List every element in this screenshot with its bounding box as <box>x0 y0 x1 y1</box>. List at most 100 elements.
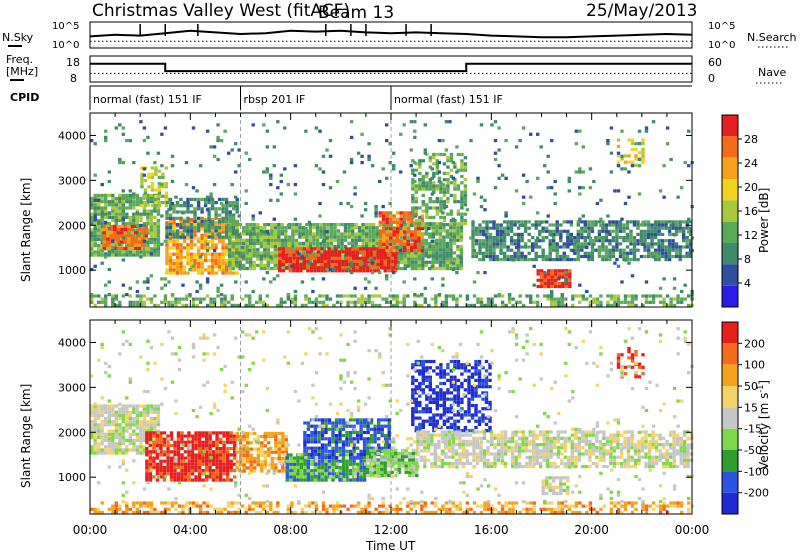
heatmap-cell <box>265 170 269 174</box>
heatmap-cell <box>502 226 507 230</box>
heatmap-cell <box>667 229 672 233</box>
heatmap-cell <box>121 193 125 197</box>
heatmap-cell <box>125 200 129 204</box>
heatmap-cell <box>689 239 693 243</box>
heatmap-cell <box>414 206 418 210</box>
heatmap-cell <box>307 261 312 265</box>
heatmap-cell <box>237 303 241 307</box>
heatmap-cell <box>435 159 439 163</box>
heatmap-cell <box>207 265 211 269</box>
heatmap-cell <box>194 447 198 451</box>
heatmap-cell <box>215 472 219 476</box>
heatmap-cell <box>497 164 501 168</box>
heatmap-cell <box>410 236 414 240</box>
heatmap-cell <box>295 269 300 273</box>
heatmap-cell <box>435 165 439 169</box>
heatmap-cell <box>360 214 364 218</box>
heatmap-cell <box>364 226 369 230</box>
heatmap-cell <box>439 200 443 204</box>
heatmap-cell <box>298 229 302 233</box>
heatmap-cell <box>629 232 633 236</box>
heatmap-cell <box>330 250 335 254</box>
heatmap-cell <box>667 248 672 252</box>
heatmap-cell <box>343 238 348 242</box>
heatmap-cell <box>561 284 565 289</box>
heatmap-cell <box>449 159 454 163</box>
heatmap-cell <box>418 187 422 191</box>
heatmap-cell <box>258 297 262 301</box>
heatmap-cell <box>302 259 307 263</box>
heatmap-cell <box>536 284 540 289</box>
heatmap-cell <box>97 228 101 232</box>
heatmap-cell <box>441 277 445 281</box>
heatmap-cell <box>183 440 188 444</box>
heatmap-cell <box>376 266 380 270</box>
heatmap-cell <box>295 247 300 251</box>
heatmap-cell <box>424 241 428 245</box>
heatmap-cell <box>281 450 285 454</box>
heatmap-cell <box>382 236 386 240</box>
heatmap-cell <box>402 294 406 298</box>
heatmap-cell <box>456 229 460 233</box>
freq-label-line1: Freq. <box>6 53 33 66</box>
heatmap-cell <box>153 303 157 307</box>
heatmap-cell <box>492 239 496 243</box>
heatmap-cell <box>168 271 173 275</box>
heatmap-cell <box>104 139 108 143</box>
heatmap-cell <box>353 300 357 304</box>
heatmap-cell <box>534 223 538 227</box>
heatmap-cell <box>653 248 658 252</box>
heatmap-cell <box>368 226 372 230</box>
heatmap-cell <box>370 271 375 275</box>
heatmap-cell <box>175 246 180 250</box>
heatmap-cell <box>217 224 222 228</box>
heatmap-cell <box>169 478 174 482</box>
heatmap-cell <box>100 261 104 265</box>
heatmap-cell <box>252 235 256 239</box>
heatmap-cell <box>174 195 178 199</box>
heatmap-cell <box>425 174 429 179</box>
heatmap-cell <box>134 237 138 241</box>
heatmap-cell <box>228 204 232 208</box>
heatmap-cell <box>364 235 369 239</box>
heatmap-cell <box>132 442 136 446</box>
heatmap-cell <box>249 226 253 230</box>
heatmap-cell <box>442 257 446 261</box>
heatmap-cell <box>233 462 237 466</box>
heatmap-cell <box>320 266 324 270</box>
heatmap-cell <box>339 201 343 206</box>
heatmap-cell <box>532 300 536 304</box>
heatmap-cell <box>249 263 253 267</box>
heatmap-cell <box>106 231 110 235</box>
heatmap-cell <box>234 195 238 199</box>
heatmap-cell <box>308 241 313 245</box>
heatmap-cell <box>222 462 226 466</box>
heatmap-cell <box>283 300 287 304</box>
heatmap-cell <box>263 431 267 435</box>
heatmap-cell <box>135 294 140 298</box>
heatmap-cell <box>478 229 482 233</box>
heatmap-cell <box>312 241 316 245</box>
heatmap-cell <box>618 220 623 224</box>
heatmap-cell <box>186 224 190 228</box>
heatmap-cell <box>90 240 94 245</box>
heatmap-cell <box>305 229 309 233</box>
heatmap-cell <box>249 235 253 239</box>
heatmap-cell <box>170 154 175 158</box>
heatmap-cell <box>197 440 202 444</box>
heatmap-cell <box>156 237 161 241</box>
heatmap-cell <box>214 255 218 259</box>
heatmap-cell <box>118 242 122 246</box>
heatmap-cell <box>309 266 314 270</box>
heatmap-cell <box>218 475 223 479</box>
heatmap-cell <box>360 294 364 298</box>
heatmap-cell <box>357 226 362 230</box>
heatmap-cell <box>523 229 528 233</box>
heatmap-cell <box>555 254 559 259</box>
heatmap-cell <box>387 266 391 270</box>
heatmap-cell <box>93 432 97 436</box>
heatmap-cell <box>166 450 170 454</box>
heatmap-cell <box>153 423 157 427</box>
heatmap-cell <box>128 432 132 436</box>
